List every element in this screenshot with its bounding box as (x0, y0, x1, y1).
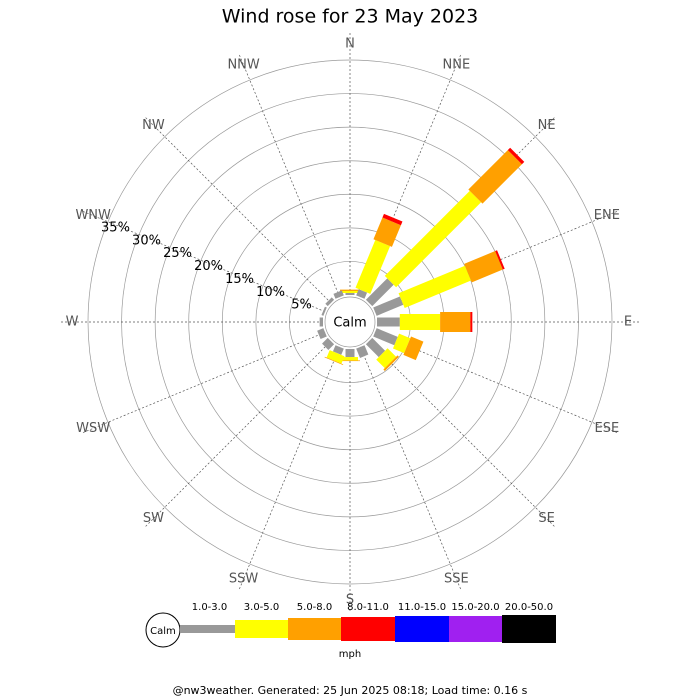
r-tick-label: 5% (291, 298, 312, 313)
bar-segment (317, 328, 327, 340)
legend-swatch (449, 616, 502, 642)
bar-segment (340, 360, 360, 362)
bar-segment (377, 317, 400, 327)
legend-swatch (288, 618, 341, 640)
bar-segment (398, 265, 472, 309)
direction-label: SSE (444, 571, 469, 586)
bar-segment (321, 306, 327, 316)
direction-label: WNW (75, 208, 111, 223)
legend-label: 8.0-11.0 (347, 602, 389, 613)
bar-segment (464, 251, 503, 283)
bar-segment (342, 290, 358, 293)
bar-segment (399, 314, 441, 330)
bar-segment (382, 213, 403, 226)
direction-label: NE (538, 118, 556, 133)
direction-label: WSW (76, 421, 110, 436)
bar-segment (470, 312, 473, 332)
r-tick-label: 20% (194, 259, 223, 274)
bar-segment (333, 290, 344, 299)
bar-segment (322, 337, 335, 350)
calm-circle (324, 296, 376, 348)
bar-segment (468, 150, 522, 204)
bar-segment (365, 337, 386, 358)
footer: @nw3weather. Generated: 25 Jun 2025 08:1… (173, 684, 528, 697)
bar-segment (373, 296, 404, 316)
direction-label: SE (538, 511, 554, 526)
direction-label: SSW (229, 571, 259, 586)
grid-ring (188, 160, 512, 484)
direction-label: SW (143, 511, 164, 526)
direction-label: ENE (594, 208, 620, 223)
legend-swatch (341, 617, 395, 641)
r-tick-label: 35% (101, 221, 130, 236)
legend-swatch (235, 620, 288, 638)
bar-segment (373, 217, 401, 247)
r-tick-label: 25% (163, 246, 192, 261)
direction-label: S (346, 593, 354, 608)
bar-segment (440, 312, 471, 332)
r-tick-label: 10% (256, 285, 285, 300)
bar-segment (325, 297, 335, 307)
bar-segment (356, 345, 369, 358)
legend-swatch (502, 615, 556, 643)
chart-title: Wind rose for 23 May 2023 (222, 6, 479, 28)
direction-label: NNE (443, 58, 471, 73)
legend-label: 5.0-8.0 (297, 602, 332, 613)
direction-label: W (66, 315, 79, 330)
bar-segment (319, 317, 323, 327)
legend-calm-label: Calm (150, 626, 176, 637)
bar-segment (332, 345, 344, 355)
r-tick-label: 15% (225, 272, 254, 287)
bar-segment (507, 147, 525, 165)
bar-segment (356, 289, 368, 299)
bar-segment (495, 250, 505, 270)
direction-label: NW (142, 118, 165, 133)
bar-segment (324, 356, 344, 366)
bar-segment (376, 348, 397, 369)
grid-ring (87, 59, 613, 585)
bar-segment (345, 349, 355, 358)
bar-segment (365, 278, 394, 307)
bar-segment (342, 357, 358, 361)
legend-swatch (180, 625, 235, 633)
legend-unit: mph (339, 649, 361, 660)
bar-segment (345, 292, 355, 295)
legend-swatch (395, 616, 449, 642)
legend-label: 20.0-50.0 (505, 602, 553, 613)
direction-label: NNW (227, 58, 259, 73)
calm-label: Calm (333, 316, 366, 331)
bar-segment (384, 190, 482, 288)
bar-segment (383, 355, 399, 371)
bar-segment (403, 336, 424, 361)
direction-label: ESE (594, 421, 619, 436)
direction-label: N (345, 37, 355, 52)
legend-label: 15.0-20.0 (451, 602, 499, 613)
bar-segment (392, 333, 411, 354)
bar-segment (340, 289, 360, 291)
bar-segment (326, 350, 345, 364)
direction-label: E (624, 315, 632, 330)
bar-segment (355, 240, 391, 294)
bar-segment (373, 328, 398, 346)
r-tick-label: 30% (132, 233, 161, 248)
grid-ring (154, 126, 546, 518)
legend-label: 3.0-5.0 (244, 602, 279, 613)
legend-label: 1.0-3.0 (192, 602, 227, 613)
legend-label: 11.0-15.0 (398, 602, 446, 613)
